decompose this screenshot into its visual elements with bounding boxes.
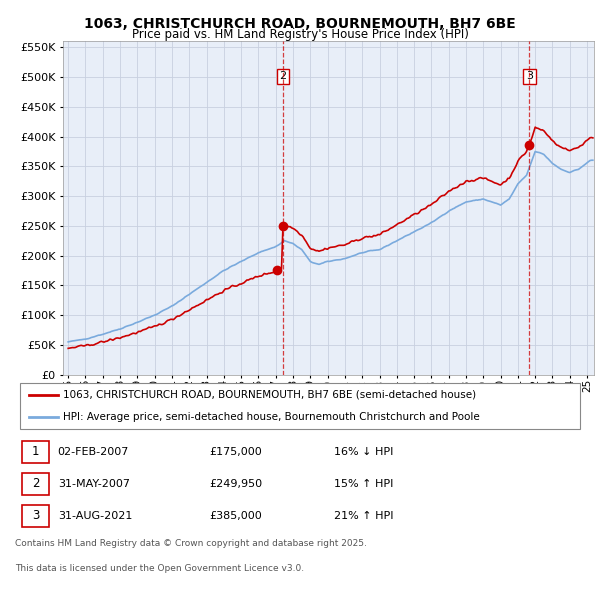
Text: Price paid vs. HM Land Registry's House Price Index (HPI): Price paid vs. HM Land Registry's House … <box>131 28 469 41</box>
Text: 3: 3 <box>526 71 533 81</box>
Text: HPI: Average price, semi-detached house, Bournemouth Christchurch and Poole: HPI: Average price, semi-detached house,… <box>64 412 480 422</box>
Text: 1: 1 <box>32 445 39 458</box>
Text: £385,000: £385,000 <box>209 511 262 521</box>
FancyBboxPatch shape <box>22 473 49 495</box>
Text: This data is licensed under the Open Government Licence v3.0.: This data is licensed under the Open Gov… <box>15 565 304 573</box>
Text: 1063, CHRISTCHURCH ROAD, BOURNEMOUTH, BH7 6BE (semi-detached house): 1063, CHRISTCHURCH ROAD, BOURNEMOUTH, BH… <box>64 389 476 399</box>
Text: 2: 2 <box>32 477 39 490</box>
Text: Contains HM Land Registry data © Crown copyright and database right 2025.: Contains HM Land Registry data © Crown c… <box>15 539 367 549</box>
Text: 1063, CHRISTCHURCH ROAD, BOURNEMOUTH, BH7 6BE: 1063, CHRISTCHURCH ROAD, BOURNEMOUTH, BH… <box>84 17 516 31</box>
Text: £175,000: £175,000 <box>209 447 262 457</box>
FancyBboxPatch shape <box>20 382 580 429</box>
Text: 31-MAY-2007: 31-MAY-2007 <box>58 479 130 489</box>
Text: 2: 2 <box>280 71 286 81</box>
Text: 21% ↑ HPI: 21% ↑ HPI <box>334 511 394 521</box>
Text: 31-AUG-2021: 31-AUG-2021 <box>58 511 132 521</box>
FancyBboxPatch shape <box>22 505 49 527</box>
Text: £249,950: £249,950 <box>209 479 262 489</box>
Text: 15% ↑ HPI: 15% ↑ HPI <box>334 479 394 489</box>
FancyBboxPatch shape <box>22 441 49 463</box>
Text: 02-FEB-2007: 02-FEB-2007 <box>58 447 129 457</box>
Text: 3: 3 <box>32 509 39 522</box>
Text: 16% ↓ HPI: 16% ↓ HPI <box>334 447 394 457</box>
